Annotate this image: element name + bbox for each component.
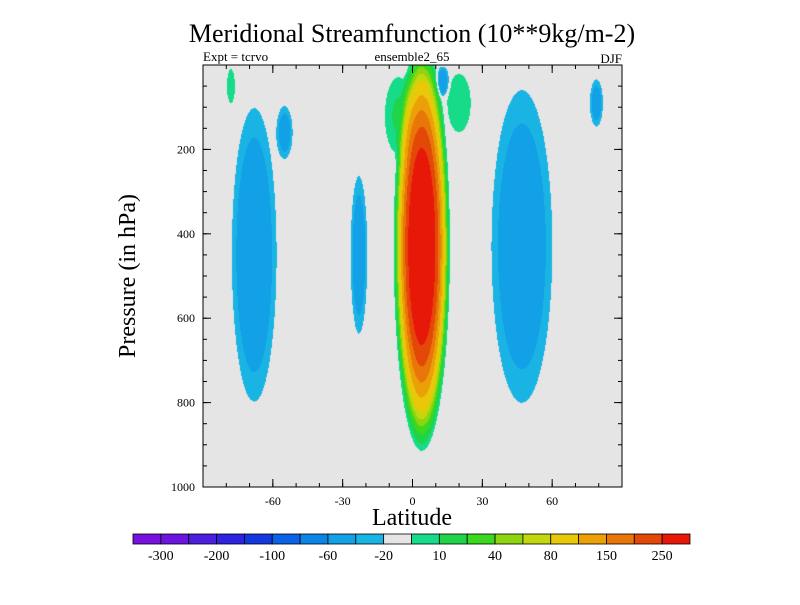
colorbar-swatch: [550, 533, 580, 545]
subtitle-center: ensemble2_65: [374, 49, 449, 64]
colorbar-swatch: [216, 533, 245, 545]
colorbar-swatch: [327, 533, 357, 545]
chart-title: Meridional Streamfunction (10**9kg/m-2): [189, 19, 635, 48]
colorbar-label: -20: [374, 549, 393, 564]
y-axis-ticks: 200 400 600 800 1000: [171, 142, 622, 494]
colorbar-swatch: [606, 533, 635, 545]
x-tick-label: 30: [476, 494, 488, 508]
colorbar-swatch: [661, 533, 691, 545]
colorbar-swatch: [466, 533, 496, 545]
colorbar-swatch: [188, 533, 217, 545]
x-tick-label: 0: [410, 494, 416, 508]
colorbar-swatch: [271, 533, 301, 545]
colorbar-label: 10: [432, 549, 446, 564]
colorbar-swatch: [160, 533, 190, 545]
colorbar-swatch: [522, 533, 552, 545]
contour-field: [203, 65, 622, 487]
colorbar-swatch: [299, 533, 329, 545]
colorbar-swatch: [243, 533, 273, 545]
x-axis-label: Latitude: [372, 505, 452, 531]
colorbar-label: -60: [319, 549, 338, 564]
colorbar-label: 250: [652, 549, 673, 564]
x-tick-label: -60: [265, 494, 281, 508]
subtitle-left: Expt = tcrvo: [203, 49, 268, 64]
colorbar-swatch: [438, 533, 468, 545]
colorbar-label: -200: [204, 549, 230, 564]
colorbar-swatch: [383, 533, 412, 545]
colorbar-label: -300: [148, 549, 174, 564]
y-tick-label: 600: [177, 311, 195, 325]
colorbar-swatch: [355, 533, 385, 545]
subtitle-right: DJF: [600, 51, 622, 66]
colorbar-swatch: [411, 533, 440, 545]
y-tick-label: 800: [177, 396, 195, 410]
y-tick-label: 400: [177, 227, 195, 241]
colorbar-label: 80: [544, 549, 558, 564]
colorbar-label: 40: [488, 549, 502, 564]
colorbar-swatch: [633, 533, 663, 545]
y-axis-label: Pressure (in hPa): [115, 194, 141, 358]
plot-area: -60 -30 0 30 60 200 400 600 800 1000: [171, 64, 623, 508]
x-tick-label: 60: [546, 494, 558, 508]
y-tick-label: 1000: [171, 480, 195, 494]
x-tick-label: -30: [335, 494, 351, 508]
colorbar-swatch: [578, 533, 607, 545]
colorbar-swatch: [494, 533, 524, 545]
colorbar-label: -100: [259, 549, 285, 564]
colorbar-swatch: [132, 533, 162, 545]
x-axis-ticks: -60 -30 0 30 60: [265, 65, 558, 508]
colorbar-label: 150: [596, 549, 617, 564]
y-tick-label: 200: [177, 142, 195, 156]
colorbar: -300 -200 -100 -60 -20 10 40 80 150 250: [132, 533, 691, 564]
